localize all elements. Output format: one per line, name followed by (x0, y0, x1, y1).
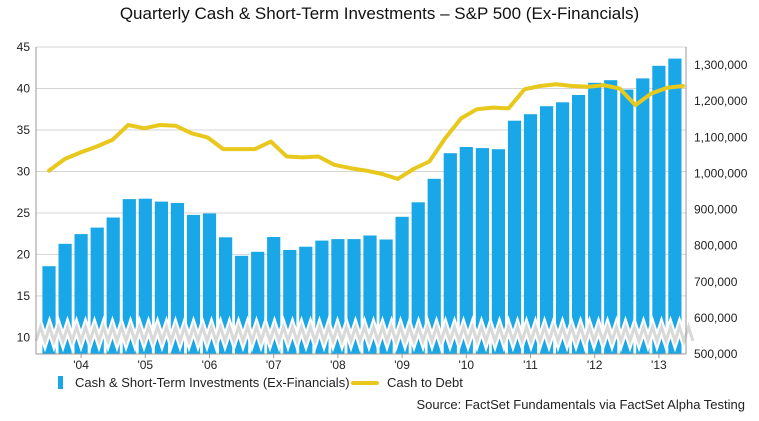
y-left-tick-label: 40 (17, 81, 31, 95)
bar (636, 78, 650, 355)
y-right-tick-label: 700,000 (694, 275, 738, 289)
x-tick-label: '10 (458, 358, 474, 372)
x-tick-label: '06 (202, 358, 218, 372)
y-left-tick-label: 20 (17, 247, 31, 261)
bar (170, 203, 184, 354)
y-left-tick-label: 25 (17, 206, 31, 220)
bar (604, 80, 618, 354)
x-tick-label: '13 (651, 358, 667, 372)
y-right-tick-label: 1,300,000 (694, 58, 748, 72)
bar (186, 214, 201, 354)
y-left-tick-label: 35 (17, 123, 31, 137)
legend-item-line: Cash to Debt (351, 375, 463, 390)
bar (507, 120, 522, 354)
x-tick-label: '07 (266, 358, 282, 372)
x-tick-label: '09 (394, 358, 410, 372)
y-right-tick-label: 1,000,000 (694, 166, 748, 180)
x-tick-label: '05 (137, 358, 153, 372)
bar (523, 114, 538, 354)
line-series-cash-to-debt (47, 82, 685, 181)
bar (475, 148, 489, 354)
legend-item-bars: Cash & Short-Term Investments (Ex-Financ… (58, 375, 350, 390)
y-right-tick-label: 1,100,000 (694, 130, 748, 144)
bar (106, 217, 120, 354)
x-tick-label: '04 (73, 358, 89, 372)
x-tick-label: '11 (523, 358, 538, 372)
legend-bar-swatch (58, 376, 63, 389)
bar (668, 58, 682, 354)
source-note: Source: FactSet Fundamentals via FactSet… (416, 397, 745, 412)
y-left-tick-label: 30 (17, 164, 31, 178)
bar (138, 198, 152, 354)
bar (459, 147, 473, 354)
axis-break-band-inner (34, 322, 695, 346)
bar (491, 149, 505, 354)
legend: Cash & Short-Term Investments (Ex-Financ… (0, 375, 759, 395)
bar (443, 153, 457, 354)
x-tick-label: '08 (330, 358, 346, 372)
bar (154, 201, 168, 354)
bar (620, 89, 634, 354)
y-right-tick-label: 1,200,000 (694, 94, 748, 108)
y-right-tick-label: 500,000 (694, 347, 738, 361)
bar (411, 202, 425, 354)
y-left-tick-label: 45 (17, 40, 31, 54)
bar (572, 95, 586, 354)
bar (202, 213, 217, 354)
chart-title: Quarterly Cash & Short-Term Investments … (119, 4, 640, 23)
x-tick-label: '12 (587, 358, 603, 372)
bar (652, 65, 666, 355)
legend-bars-label: Cash & Short-Term Investments (Ex-Financ… (75, 375, 350, 390)
y-right-tick-label: 800,000 (694, 239, 738, 253)
bar (395, 216, 409, 354)
bar (122, 199, 136, 354)
legend-line-swatch (351, 380, 379, 385)
y-left-tick-label: 15 (17, 289, 31, 303)
y-left-tick-label: 10 (17, 330, 31, 344)
bar (427, 178, 441, 354)
legend-line-label: Cash to Debt (387, 375, 463, 390)
y-right-tick-label: 600,000 (694, 311, 738, 325)
y-right-tick-label: 900,000 (694, 203, 738, 217)
bar (556, 102, 570, 354)
bar (588, 82, 602, 355)
bar (540, 106, 554, 354)
